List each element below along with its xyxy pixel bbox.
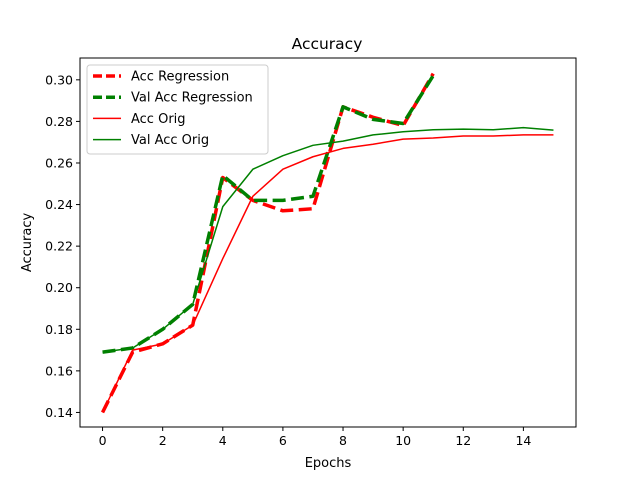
x-tick-label: 4 — [219, 433, 227, 448]
x-tick-label: 14 — [515, 433, 531, 448]
series-line-acc-orig — [101, 134, 554, 413]
y-tick-label: 0.24 — [45, 197, 73, 212]
legend: Acc Regression Val Acc Regression Acc Orig… — [86, 64, 269, 155]
x-tick-label: 2 — [159, 433, 167, 448]
legend-label: Acc Regression — [131, 70, 229, 85]
y-tick-label: 0.28 — [45, 114, 73, 129]
y-tick-label: 0.30 — [45, 72, 73, 87]
legend-label: Val Acc Orig — [131, 133, 209, 148]
series-line-val-acc-orig — [102, 126, 554, 353]
y-tick-label: 0.22 — [45, 239, 73, 254]
x-tick-label: 12 — [455, 433, 471, 448]
y-tick-label: 0.18 — [45, 322, 73, 337]
y-axis: 0.14 0.16 0.18 0.20 0.22 0.24 0.26 0.28 0.30 — [45, 72, 80, 420]
x-tick-label: 0 — [99, 433, 107, 448]
plot-lines — [100, 72, 554, 414]
plot-area-frame — [79, 57, 577, 428]
x-tick-label: 8 — [339, 433, 347, 448]
y-tick-label: 0.16 — [45, 363, 73, 378]
legend-label: Val Acc Regression — [131, 91, 253, 106]
x-axis-title: Epochs — [305, 456, 352, 471]
y-axis-title: Accuracy — [20, 213, 35, 273]
legend-box — [86, 64, 269, 155]
legend-label: Acc Orig — [131, 112, 186, 127]
x-tick-label: 10 — [395, 433, 411, 448]
chart-title: Accuracy — [292, 35, 363, 53]
y-tick-label: 0.20 — [45, 280, 73, 295]
y-tick-label: 0.26 — [45, 155, 73, 170]
x-tick-label: 6 — [279, 433, 287, 448]
y-tick-label: 0.14 — [45, 405, 73, 420]
x-axis: 0 2 4 6 8 10 12 14 — [99, 427, 531, 448]
